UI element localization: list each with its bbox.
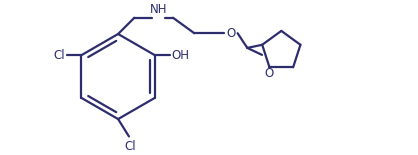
Text: Cl: Cl <box>53 49 65 62</box>
Text: Cl: Cl <box>124 140 135 153</box>
Text: NH: NH <box>150 3 167 16</box>
Text: O: O <box>227 27 236 40</box>
Text: O: O <box>265 67 274 80</box>
Text: OH: OH <box>171 49 190 62</box>
